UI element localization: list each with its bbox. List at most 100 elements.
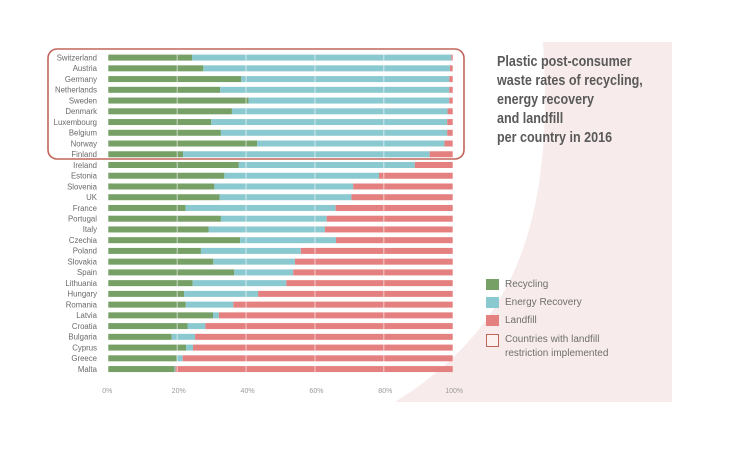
bar-landfill [449, 86, 453, 93]
bar-energy-recovery [220, 215, 327, 222]
bar-energy-recovery [238, 162, 415, 168]
country-label: Ireland [73, 161, 97, 170]
bar-landfill [379, 172, 453, 179]
legend-highlight-box-icon [486, 334, 499, 347]
country-label: Germany [65, 75, 97, 84]
bar-energy-recovery [186, 344, 194, 351]
bar-recycling [108, 366, 175, 373]
bar-recycling [108, 108, 232, 115]
country-label: Malta [78, 365, 98, 374]
x-tick-label: 100% [445, 388, 463, 395]
title-line: energy recovery [497, 92, 594, 108]
bar-landfill [218, 312, 453, 319]
bar-landfill [447, 129, 453, 136]
bar-recycling [108, 76, 242, 83]
bar-energy-recovery [203, 65, 450, 72]
country-label: Latvia [76, 311, 97, 320]
bar-recycling [108, 226, 209, 233]
bar-recycling [108, 129, 221, 136]
legend-swatch-recycling [486, 279, 499, 290]
bar-recycling [108, 344, 187, 351]
bar-recycling [108, 151, 184, 158]
bar-landfill [300, 247, 453, 254]
bar-energy-recovery [214, 183, 354, 190]
country-label: Slovenia [67, 182, 98, 191]
bar-landfill [447, 119, 453, 126]
bar-recycling [108, 86, 221, 93]
bar-landfill [293, 269, 453, 276]
bar-recycling [108, 215, 221, 222]
title-line: Plastic post-consumer [497, 54, 632, 70]
bar-recycling [108, 355, 177, 362]
country-label: Hungary [68, 290, 98, 299]
bar-energy-recovery [231, 108, 448, 115]
bar-energy-recovery [257, 140, 445, 147]
country-label: Luxembourg [54, 118, 97, 127]
bar-landfill [353, 183, 453, 190]
legend-highlight-note: Countries with landfill restriction impl… [505, 333, 608, 361]
bar-recycling [108, 97, 249, 104]
bar-energy-recovery [213, 312, 219, 319]
bar-landfill [205, 323, 453, 330]
country-label: Romania [66, 300, 98, 309]
bar-landfill [195, 333, 453, 340]
country-labels-group: Switzerland Austria Germany NetherlandsSwed… [54, 53, 98, 373]
country-label: Austria [73, 64, 98, 73]
bar-landfill [193, 344, 453, 351]
country-label: Portugal [68, 215, 97, 224]
bar-recycling [108, 172, 225, 179]
country-label: Lithuania [65, 279, 97, 288]
bar-landfill [286, 280, 453, 287]
bar-recycling [108, 247, 201, 254]
country-label: Sweden [69, 96, 97, 105]
bar-energy-recovery [184, 290, 259, 297]
bar-energy-recovery [191, 54, 452, 61]
bar-recycling [108, 204, 186, 211]
country-label: Greece [71, 354, 97, 363]
country-label: Switzerland [57, 53, 97, 62]
legend-note-line: restriction implemented [505, 348, 609, 359]
bar-energy-recovery [185, 301, 234, 308]
bar-energy-recovery [176, 355, 183, 362]
bar-landfill [294, 258, 453, 265]
country-label: Slovakia [68, 257, 98, 266]
bar-recycling [108, 258, 214, 265]
country-label: Cyprus [72, 343, 97, 352]
x-tick-label: 60% [309, 388, 323, 395]
bar-landfill [326, 215, 453, 222]
country-label: Czechia [69, 236, 98, 245]
bar-energy-recovery [208, 226, 325, 233]
title-line: per country in 2016 [497, 130, 613, 146]
bar-recycling [108, 183, 215, 190]
chart-title: Plastic post-consumer waste rates of rec… [497, 53, 643, 148]
bar-recycling [108, 194, 220, 201]
country-label: Estonia [71, 172, 98, 181]
bar-landfill [175, 366, 453, 373]
country-label: Denmark [65, 107, 97, 116]
bar-landfill [449, 76, 453, 83]
x-tick-label: 40% [241, 388, 255, 395]
bar-energy-recovery [183, 151, 430, 158]
bar-energy-recovery [187, 323, 206, 330]
bar-landfill [233, 301, 453, 308]
x-tick-label: 80% [378, 388, 392, 395]
country-label: France [73, 204, 97, 213]
bar-energy-recovery [211, 119, 448, 126]
bar-recycling [108, 280, 193, 287]
x-tick-label: 20% [172, 388, 186, 395]
bar-energy-recovery [240, 237, 336, 244]
bar-recycling [108, 162, 239, 168]
landfill-restriction-highlight-box [47, 48, 465, 160]
pink-background-shape [395, 42, 672, 402]
country-label: Netherlands [55, 86, 97, 95]
bar-landfill [429, 151, 453, 158]
bar-energy-recovery [185, 204, 336, 211]
bar-energy-recovery [219, 194, 352, 201]
bar-recycling [108, 290, 185, 297]
country-label: Poland [73, 247, 97, 256]
country-label: Belgium [69, 129, 97, 138]
bar-landfill [447, 108, 453, 115]
